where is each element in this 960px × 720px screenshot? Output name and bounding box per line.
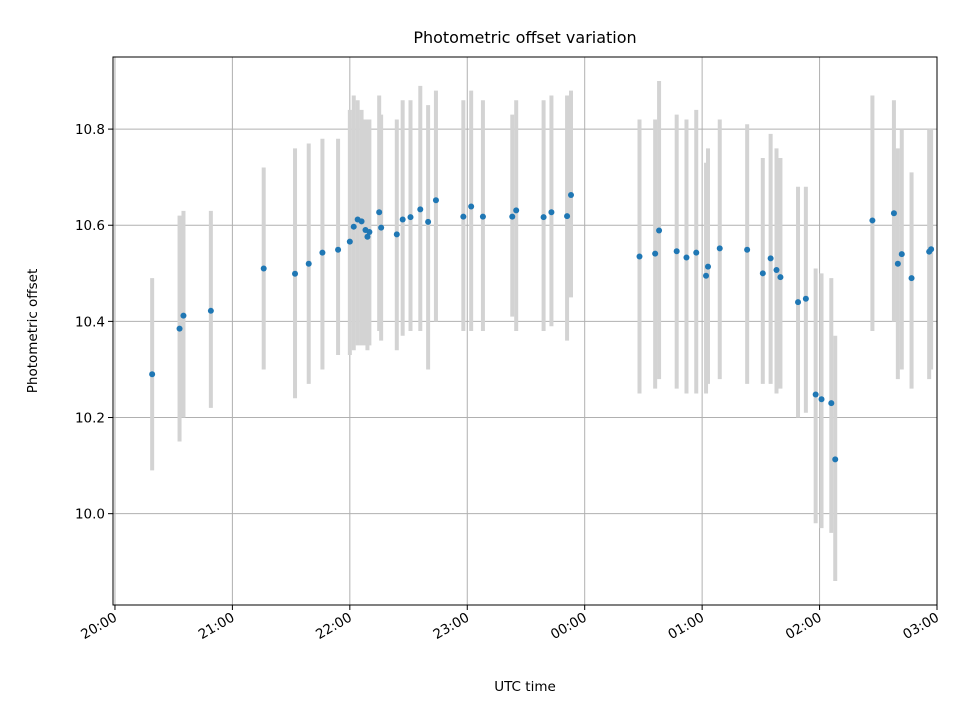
x-tick-label: 20:00	[78, 610, 120, 643]
y-tick-label: 10.2	[75, 411, 105, 427]
data-point	[869, 217, 876, 224]
y-tick-label: 10.4	[75, 314, 105, 330]
data-point	[432, 197, 439, 204]
data-point	[305, 260, 312, 267]
data-point	[767, 255, 774, 262]
y-tick-label: 10.0	[75, 507, 105, 523]
data-point	[656, 227, 663, 234]
data-point	[828, 400, 835, 407]
data-point	[652, 250, 659, 257]
error-bar-layer	[150, 81, 934, 581]
x-tick-label: 22:00	[313, 610, 355, 643]
data-point	[548, 209, 555, 216]
data-point	[812, 391, 819, 398]
data-point	[636, 253, 643, 260]
data-point	[479, 213, 486, 220]
data-point	[407, 214, 414, 221]
data-point	[818, 396, 825, 403]
data-point	[292, 270, 299, 277]
data-point	[540, 214, 547, 221]
data-point	[705, 263, 712, 270]
data-point	[567, 191, 574, 198]
data-point	[795, 299, 802, 306]
grid-layer	[113, 57, 938, 605]
data-point	[425, 218, 432, 225]
data-point	[926, 248, 933, 255]
data-point	[366, 228, 373, 235]
data-point	[417, 206, 424, 213]
data-point	[509, 213, 516, 220]
x-tick-label: 02:00	[783, 610, 825, 643]
x-tick-label: 00:00	[548, 610, 590, 643]
data-point	[346, 238, 353, 245]
data-point	[898, 251, 905, 258]
data-point	[773, 266, 780, 273]
data-point	[335, 246, 342, 253]
chart-title: Photometric offset variation	[413, 28, 636, 47]
data-point	[468, 203, 475, 210]
x-tick-label: 01:00	[665, 610, 707, 643]
y-tick-label: 10.8	[75, 122, 105, 138]
data-point	[673, 248, 680, 255]
data-point	[364, 233, 371, 240]
data-point	[207, 307, 214, 314]
data-point	[908, 275, 915, 282]
data-point	[890, 210, 897, 217]
data-point	[399, 216, 406, 223]
data-point	[683, 254, 690, 261]
data-point	[693, 249, 700, 256]
x-tick-label: 23:00	[431, 610, 473, 643]
x-tick-label: 03:00	[900, 610, 942, 643]
data-point	[176, 325, 183, 332]
point-layer	[149, 191, 935, 463]
data-point	[759, 270, 766, 277]
y-axis-label: Photometric offset	[25, 269, 41, 393]
data-point	[832, 456, 839, 463]
data-point	[180, 312, 187, 319]
data-point	[716, 245, 723, 252]
data-point	[777, 274, 784, 281]
data-point	[319, 249, 326, 256]
tick-layer: 20:00 21:00 22:00 23:00 00:00 01:00 02:00 03:00…	[75, 122, 942, 643]
data-point	[802, 295, 809, 302]
y-tick-label: 10.6	[75, 218, 105, 234]
plot-frame	[112, 56, 938, 606]
data-point	[460, 213, 467, 220]
data-point	[376, 209, 383, 216]
data-point	[744, 246, 751, 253]
data-point	[358, 218, 365, 225]
data-point	[703, 272, 710, 279]
data-point	[513, 207, 520, 214]
data-point	[393, 231, 400, 238]
data-point	[564, 213, 571, 220]
data-point	[149, 371, 156, 378]
x-axis-label: UTC time	[494, 679, 556, 695]
data-point	[350, 223, 357, 230]
data-point	[894, 260, 901, 267]
data-point	[378, 224, 385, 231]
data-point	[260, 265, 267, 272]
x-tick-label: 21:00	[196, 610, 238, 643]
